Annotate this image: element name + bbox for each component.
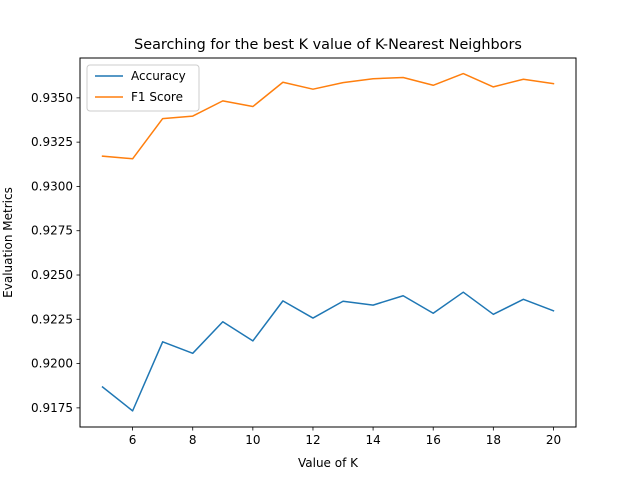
series-line-f1-score: [101, 72, 555, 160]
y-tick-label: 0.9350: [31, 91, 73, 105]
y-tick-label: 0.9250: [31, 268, 73, 282]
x-tick-label: 8: [189, 433, 197, 447]
y-tick-label: 0.9275: [31, 224, 73, 238]
plot-area: [101, 72, 555, 412]
x-tick-label: 16: [426, 433, 441, 447]
legend-label-f1-score: F1 Score: [131, 90, 183, 104]
series-line-accuracy: [101, 291, 555, 412]
x-tick-label: 12: [305, 433, 320, 447]
y-tick-label: 0.9200: [31, 357, 73, 371]
y-tick-label: 0.9300: [31, 179, 73, 193]
axes-frame: [79, 57, 577, 428]
x-tick-label: 14: [365, 433, 380, 447]
chart-title: Searching for the best K value of K-Near…: [134, 37, 522, 53]
x-axis: 6 8 10 12 14 16 18 20: [129, 427, 561, 447]
x-axis-title: Value of K: [298, 456, 359, 470]
x-tick-label: 6: [129, 433, 137, 447]
y-tick-label: 0.9175: [31, 401, 73, 415]
legend-label-accuracy: Accuracy: [131, 69, 186, 83]
y-axis-title: Evaluation Metrics: [1, 187, 15, 298]
y-axis: 0.9175 0.9200 0.9225 0.9250 0.9275 0.9300 0.93…: [31, 91, 80, 415]
x-tick-label: 18: [486, 433, 501, 447]
y-tick-label: 0.9325: [31, 135, 73, 149]
y-tick-label: 0.9225: [31, 312, 73, 326]
legend: Accuracy F1 Score: [86, 64, 200, 112]
x-tick-label: 20: [546, 433, 561, 447]
x-tick-label: 10: [245, 433, 260, 447]
